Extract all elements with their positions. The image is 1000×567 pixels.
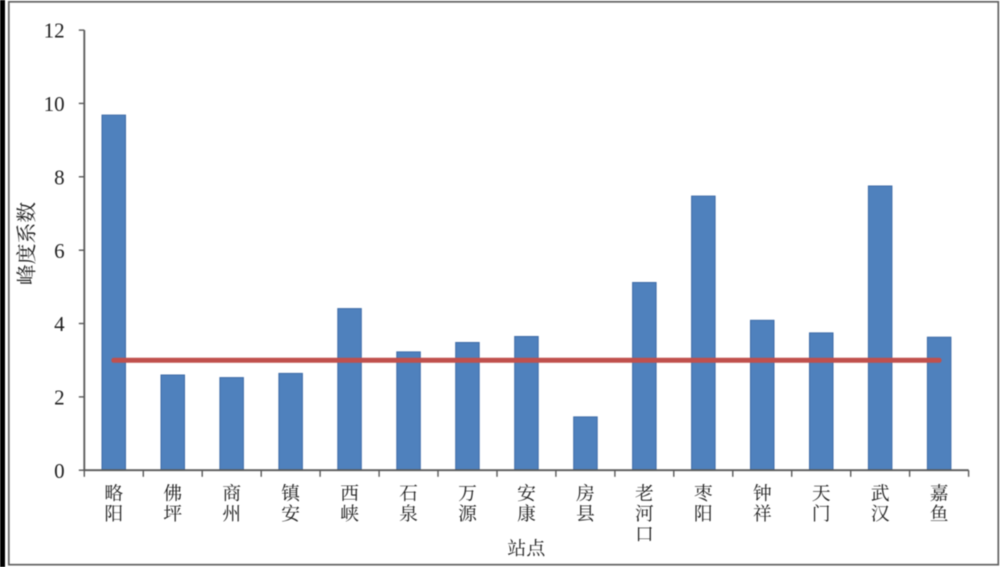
svg-text:12: 12 [44, 19, 65, 43]
svg-text:10: 10 [44, 92, 65, 116]
svg-text:4: 4 [54, 312, 65, 336]
svg-text:6: 6 [54, 239, 65, 263]
svg-text:0: 0 [54, 459, 65, 483]
svg-text:8: 8 [54, 165, 65, 189]
svg-text:2: 2 [54, 386, 65, 410]
